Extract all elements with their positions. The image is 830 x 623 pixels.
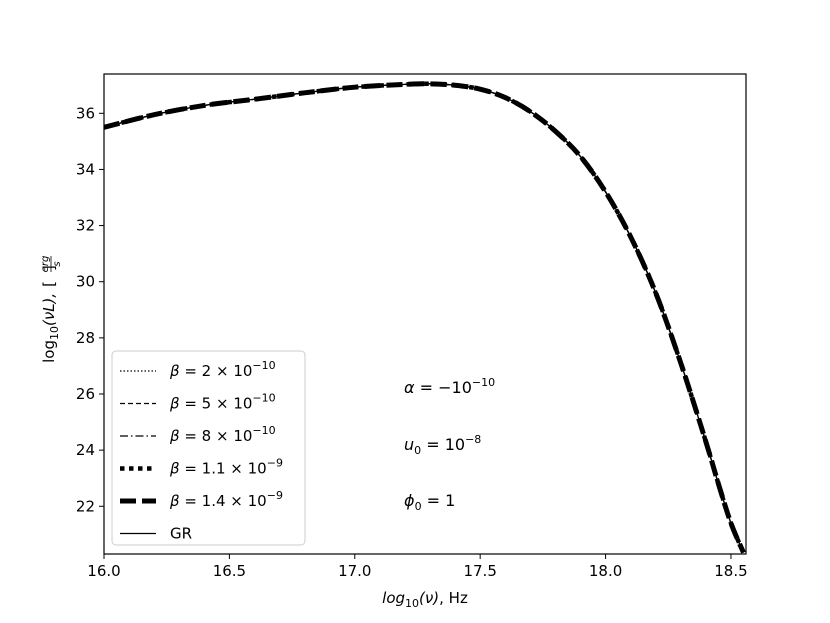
legend-label: β = 5 × 10−10	[169, 392, 276, 413]
x-tick-label: 17.5	[463, 562, 496, 580]
y-tick-label: 22	[76, 497, 95, 515]
legend-label: β = 8 × 10−10	[169, 424, 276, 445]
y-axis-unit-denominator: s	[52, 261, 63, 266]
x-tick-label: 18.0	[589, 562, 622, 580]
x-tick-label: 16.0	[87, 562, 120, 580]
y-axis-unit-numerator: erg	[40, 256, 51, 273]
series-line-thick-dashed	[104, 81, 746, 554]
y-tick-label: 30	[76, 273, 95, 291]
y-tick-label: 28	[76, 329, 95, 347]
legend-label: GR	[170, 525, 192, 543]
annotation-phi0: ϕ0 = 1	[404, 491, 455, 513]
x-tick-label: 17.0	[338, 562, 371, 580]
series-layer	[104, 81, 746, 554]
annotation-u0: u0 = 10−8	[404, 433, 481, 457]
legend: β = 2 × 10−10 β = 5 × 10−10 β = 8 × 10−10 β…	[111, 350, 306, 546]
x-axis-label: log10(ν), Hz	[382, 589, 468, 610]
y-axis-label: log10(νL),[]	[40, 265, 61, 363]
annotation-alpha: α = −10−10	[404, 376, 495, 397]
x-axis-ticks: 16.0 16.5 17.0 17.5 18.0 18.5	[87, 554, 748, 580]
y-tick-label: 32	[76, 217, 95, 235]
y-tick-label: 24	[76, 441, 95, 459]
legend-label: β = 1.4 × 10−9	[169, 489, 283, 510]
legend-box	[111, 350, 306, 546]
y-tick-label: 36	[76, 104, 95, 122]
legend-label: β = 1.1 × 10−9	[169, 457, 283, 478]
legend-label: β = 2 × 10−10	[169, 359, 276, 380]
x-tick-label: 18.5	[714, 562, 747, 580]
y-tick-label: 26	[76, 385, 95, 403]
x-tick-label: 16.5	[213, 562, 246, 580]
y-tick-label: 34	[76, 160, 95, 178]
y-axis-ticks: 22 24 26 28 30 32 34 36	[76, 104, 104, 515]
